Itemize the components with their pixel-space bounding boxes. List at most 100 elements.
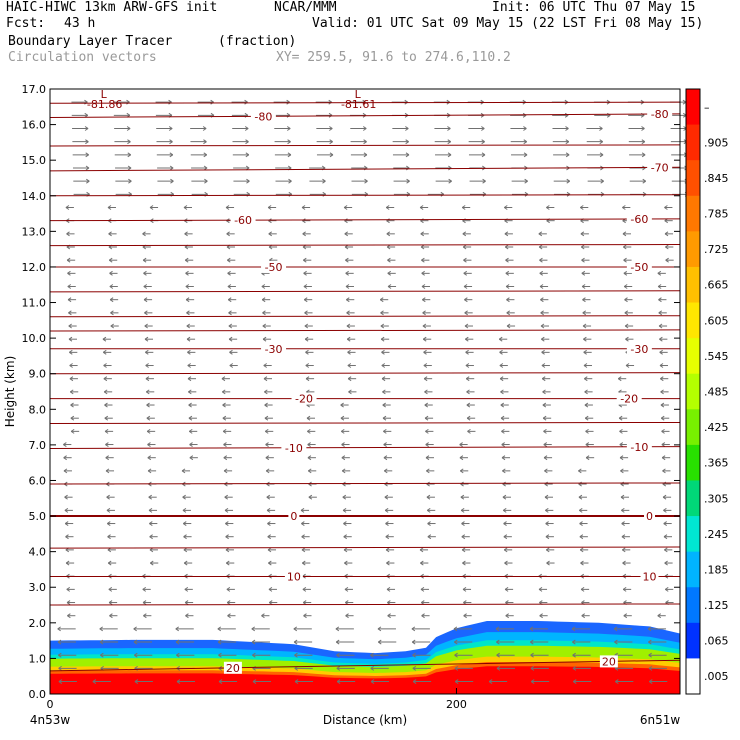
- vector-arrow-head: [102, 349, 107, 355]
- y-tick-label: 17.0: [22, 83, 47, 96]
- isotherm-label: -80: [651, 108, 669, 121]
- vector-arrow-head: [69, 349, 73, 355]
- vector-arrow-head: [386, 586, 391, 592]
- vector-arrow-head: [70, 428, 75, 434]
- isotherm-label-bg: [626, 213, 652, 226]
- vector-arrow-head: [335, 639, 340, 645]
- vector-arrow-head: [381, 376, 386, 382]
- vector-arrow-head: [641, 139, 646, 145]
- colorbar-segment: [686, 444, 700, 481]
- vector-arrow-head: [584, 402, 589, 408]
- vector-arrow-head: [148, 494, 152, 500]
- vector-arrow-head: [142, 231, 146, 237]
- isotherm-label: -30: [630, 343, 648, 356]
- vector-arrow-head: [454, 665, 459, 671]
- isotherm-line: [49, 329, 681, 332]
- vector-arrow-head: [347, 376, 352, 382]
- vector-arrow-head: [427, 521, 431, 526]
- vector-arrow-head: [143, 297, 148, 303]
- vector-arrow-head: [545, 547, 550, 553]
- vector-arrow-head: [619, 428, 623, 434]
- axes: 0.0 1.0 2.0 3.0 4.0 5.0 6.0 7.0 8.0 9.0 10.0 11.0 12…: [3, 83, 681, 727]
- vector-arrow-head: [229, 363, 234, 368]
- vector-arrow-head: [423, 349, 427, 355]
- vector-arrow-head: [502, 494, 507, 500]
- vector-arrow-head: [661, 442, 666, 447]
- vector-arrow-head: [625, 336, 629, 342]
- vector-arrow-head: [148, 507, 153, 513]
- vector-arrow-head: [58, 679, 63, 684]
- vector-arrow-head: [584, 389, 588, 395]
- vector-arrow-head: [505, 613, 509, 619]
- isotherm-label: 0: [290, 510, 297, 523]
- vector-arrow-head: [229, 349, 233, 355]
- vector-arrow-head: [422, 323, 427, 329]
- vector-arrow-head: [461, 547, 466, 553]
- vector-arrow-head: [421, 257, 425, 263]
- vector-arrow-head: [304, 323, 309, 329]
- vector-arrow-head: [287, 152, 292, 158]
- y-tick-label: 12.0: [22, 261, 47, 274]
- x-tick-label: 200: [446, 698, 467, 711]
- vector-arrow-head: [500, 415, 505, 421]
- vector-arrow-head: [340, 415, 345, 421]
- vector-arrow-head: [648, 665, 653, 671]
- vector-arrow-head: [287, 139, 291, 145]
- temperature-contours: -80 -80 -70 -60 -60 -50 -50 -30 -30 -20 -20 -10 -10 0…: [49, 88, 681, 675]
- plot-frame: [49, 88, 681, 695]
- vector-arrow-head: [63, 468, 68, 474]
- vector-arrow-head: [682, 99, 687, 105]
- vector-arrow-head: [422, 297, 426, 303]
- vector-arrow-head: [64, 521, 69, 526]
- vector-arrow-head: [303, 613, 307, 619]
- vector-arrow-head: [506, 297, 510, 303]
- isotherm-label-bg: [281, 441, 307, 454]
- vector-arrow-head: [523, 152, 528, 158]
- vector-arrow-head: [305, 376, 310, 382]
- vector-arrow-head: [641, 152, 646, 158]
- vector-arrow-head: [86, 178, 90, 184]
- vector-arrow-head: [363, 152, 368, 158]
- vector-arrow-head: [227, 297, 232, 303]
- vector-arrow-head: [183, 534, 187, 540]
- isotherm-line: [49, 166, 681, 172]
- colorbar-label: .905: [704, 136, 729, 149]
- vector-arrow-head: [581, 284, 586, 289]
- vector-arrow-head: [85, 152, 89, 158]
- vector-arrow-head: [453, 626, 458, 632]
- vector-arrow-head: [540, 297, 544, 303]
- vector-arrow-head: [144, 310, 148, 316]
- vector-arrow-head: [585, 455, 590, 461]
- vector-arrow-head: [530, 652, 534, 658]
- vector-arrow-head: [496, 665, 501, 671]
- vector-arrow-head: [405, 126, 409, 131]
- vector-arrow-head: [657, 270, 662, 276]
- vector-arrow-head: [523, 139, 528, 145]
- vector-arrow-head: [462, 560, 466, 566]
- vector-arrow-head: [581, 270, 586, 276]
- vector-arrow-head: [380, 323, 385, 329]
- vector-arrow-head: [182, 494, 186, 500]
- colorbar-segment: [686, 124, 700, 161]
- vector-arrow-head: [499, 376, 504, 382]
- vector-arrow-head: [585, 428, 589, 434]
- vector-arrow-head: [264, 402, 268, 408]
- vector-arrow-head: [377, 639, 382, 645]
- vector-arrow-head: [544, 494, 549, 500]
- vector-arrow-head: [106, 521, 111, 526]
- vector-arrow-head: [501, 442, 505, 447]
- vector-arrow-head: [422, 310, 426, 316]
- vector-arrow-head: [343, 521, 347, 526]
- vector-arrow-head: [538, 586, 543, 592]
- vector-arrow-head: [251, 626, 256, 632]
- isotherm-label-bg: [261, 260, 287, 273]
- vector-arrow-head: [625, 363, 630, 368]
- vector-arrow-head: [341, 442, 345, 447]
- vector-arrow-head: [565, 152, 570, 158]
- vector-arrow-head: [488, 679, 493, 684]
- vector-arrow-head: [664, 205, 668, 210]
- vector-arrow-head: [420, 231, 425, 237]
- vector-arrow-head: [546, 205, 550, 210]
- vector-arrow-head: [614, 639, 618, 645]
- vector-arrow-head: [346, 310, 350, 316]
